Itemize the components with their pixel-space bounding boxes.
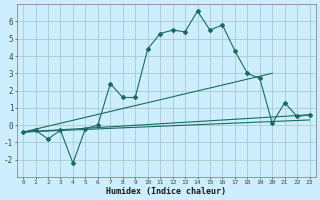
X-axis label: Humidex (Indice chaleur): Humidex (Indice chaleur) [106, 187, 226, 196]
